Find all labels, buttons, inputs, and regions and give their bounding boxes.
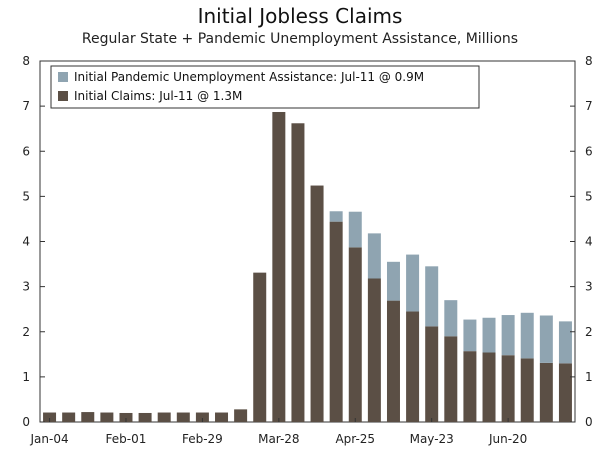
bar-initial-claims [406,311,420,422]
y-tick-label-left: 1 [22,370,30,384]
bar-initial-claims [81,412,95,422]
y-tick-label-left: 4 [22,235,30,249]
y-tick-label-right: 7 [585,99,593,113]
chart-title: Initial Jobless Claims [197,4,403,28]
y-tick-label-left: 8 [22,54,30,68]
legend-box [50,65,480,109]
bar-pua [425,266,439,327]
bar-initial-claims [234,409,248,422]
bar-initial-claims [348,247,362,422]
y-tick-label-left: 2 [22,325,30,339]
x-tick-label: Apr-25 [335,432,375,446]
y-tick-label-right: 3 [585,280,593,294]
bar-initial-claims [138,412,152,422]
chart-subtitle: Regular State + Pandemic Unemployment As… [81,31,519,47]
x-tick-label: Feb-29 [182,432,223,446]
y-tick-label-right: 8 [585,54,593,68]
bar-initial-claims [482,352,496,422]
bar-initial-claims [195,412,209,422]
bar-initial-claims [119,412,133,422]
bar-initial-claims [157,412,171,422]
legend-label: Initial Claims: Jul-11 @ 1.3M [74,89,242,103]
bar-pua [406,254,420,312]
y-tick-label-left: 0 [22,415,30,429]
y-tick-label-right: 1 [585,370,593,384]
bar-pua [348,211,362,248]
bar-initial-claims [272,111,286,423]
x-tick-label: Feb-01 [106,432,147,446]
bar-initial-claims [62,412,76,422]
bar-pua [329,211,343,222]
bar-pua [367,233,381,279]
bar-initial-claims [215,412,229,422]
y-tick-label-left: 6 [22,144,30,158]
x-tick-label: Mar-28 [258,432,299,446]
bar-initial-claims [444,336,458,422]
x-tick-label: Jan-04 [29,432,68,446]
bar-initial-claims [501,355,515,422]
bar-initial-claims [539,362,553,422]
bar-initial-claims [558,363,572,422]
bar-initial-claims [310,185,324,422]
bar-pua [482,317,496,353]
bar-pua [463,319,477,352]
bar-pua [501,315,515,356]
bar-pua [520,312,534,359]
bar-initial-claims [520,358,534,422]
y-tick-label-left: 5 [22,189,30,203]
y-axis-right: 0 1 2 3 4 5 6 7 8 [570,54,593,429]
legend-label: Initial Pandemic Unemployment Assistance… [74,70,424,84]
legend-swatch [58,91,68,101]
y-axis-left: 0 1 2 3 4 5 6 7 8 [22,54,45,429]
bar-pua [386,261,400,301]
bar-initial-claims [386,300,400,422]
bar-initial-claims [329,221,343,422]
bar-initial-claims [463,351,477,422]
x-axis: Jan-04 Feb-01 Feb-29 Mar-28 Apr-25 May-23 Jun-… [29,418,527,446]
bar-initial-claims [43,412,57,422]
y-tick-label-right: 5 [585,189,593,203]
y-tick-label-right: 4 [585,235,593,249]
x-tick-label: May-23 [410,432,454,446]
bar-initial-claims [291,123,305,423]
bar-initial-claims [425,326,439,422]
bar-pua [539,315,553,363]
y-tick-label-right: 2 [585,325,593,339]
y-tick-label-right: 6 [585,144,593,158]
bar-initial-claims [367,278,381,422]
y-tick-label-right: 0 [585,415,593,429]
bar-pua [558,321,572,364]
bar-initial-claims [100,412,114,422]
y-tick-label-left: 7 [22,99,30,113]
bar-initial-claims [176,412,190,422]
bar-initial-claims [253,272,267,422]
x-tick-label: Jun-20 [488,432,527,446]
legend-swatch [58,72,68,82]
y-tick-label-left: 3 [22,280,30,294]
legend: Initial Pandemic Unemployment Assistance… [50,65,480,109]
bars-group [43,111,572,423]
bar-pua [444,300,458,337]
